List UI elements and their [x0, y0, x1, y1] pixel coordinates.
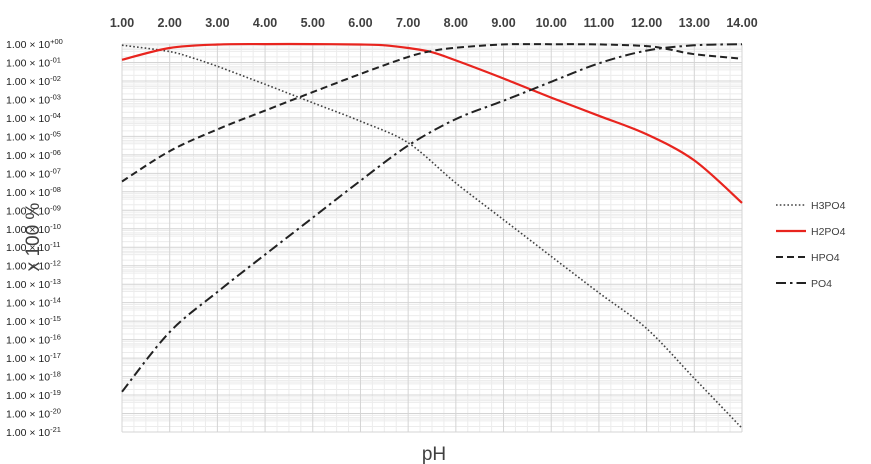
x-tick-label: 6.00 — [348, 16, 372, 30]
series-line-h3po4 — [121, 44, 743, 429]
x-tick-label: 10.00 — [536, 16, 567, 30]
series-line-po4 — [121, 43, 743, 393]
x-tick-label: 5.00 — [301, 16, 325, 30]
y-tick-label: 1.00 × 10-08 — [6, 185, 61, 199]
y-tick-label: 1.00 × 10-20 — [6, 407, 61, 421]
major-grid — [121, 43, 743, 433]
legend-label-h3po4: H3PO4 — [811, 200, 846, 212]
x-tick-label: 3.00 — [205, 16, 229, 30]
x-tick-label: 11.00 — [584, 16, 615, 30]
x-tick-label: 14.00 — [726, 16, 757, 30]
y-tick-labels: 1.00 × 10+00 1.00 × 10-01 1.00 × 10-02 1.00… — [6, 37, 63, 439]
y-tick-label: 1.00 × 10-11 — [6, 240, 60, 254]
y-tick-label: 1.00 × 10-18 — [6, 370, 61, 384]
x-tick-label: 7.00 — [396, 16, 420, 30]
y-tick-label: 1.00 × 10-13 — [6, 277, 61, 291]
x-tick-label: 12.00 — [631, 16, 662, 30]
x-tick-labels: 1.00 2.00 3.00 4.00 5.00 6.00 7.00 8.00 9.00 10.0… — [110, 16, 758, 30]
y-tick-label: 1.00 × 10-01 — [6, 55, 61, 69]
x-tick-label: 13.00 — [679, 16, 710, 30]
y-tick-label: 1.00 × 10-06 — [6, 148, 61, 162]
y-tick-label: 1.00 × 10-02 — [6, 74, 61, 88]
y-tick-label: 1.00 × 10-17 — [6, 351, 61, 365]
legend-label-po4: PO4 — [811, 278, 832, 290]
x-tick-label: 2.00 — [158, 16, 182, 30]
y-tick-label: 1.00 × 10-10 — [6, 222, 61, 236]
y-tick-label: 1.00 × 10-16 — [6, 333, 61, 347]
y-tick-label: 1.00 × 10-21 — [6, 425, 61, 439]
minor-grid — [122, 44, 742, 432]
legend-label-h2po4: H2PO4 — [811, 226, 846, 238]
y-tick-label: 1.00 × 10-04 — [6, 111, 61, 125]
x-tick-label: 8.00 — [444, 16, 468, 30]
y-tick-label: 1.00 × 10-07 — [6, 166, 61, 180]
y-tick-label: 1.00 × 10-09 — [6, 203, 61, 217]
legend: H3PO4 H2PO4 HPO4 PO4 — [776, 200, 846, 290]
x-tick-label: 1.00 — [110, 16, 134, 30]
y-tick-label: 1.00 × 10-19 — [6, 388, 61, 402]
y-tick-label: 1.00 × 10-03 — [6, 92, 61, 106]
y-tick-label: 1.00 × 10-15 — [6, 314, 61, 328]
y-tick-label: 1.00 × 10+00 — [6, 37, 63, 51]
x-axis-title: pH — [422, 444, 446, 464]
x-tick-label: 9.00 — [491, 16, 515, 30]
y-axis-title: x 100 % — [23, 203, 44, 272]
x-tick-label: 4.00 — [253, 16, 277, 30]
y-tick-label: 1.00 × 10-05 — [6, 129, 61, 143]
y-tick-label: 1.00 × 10-14 — [6, 296, 61, 310]
legend-label-hpo4: HPO4 — [811, 252, 840, 264]
y-tick-label: 1.00 × 10-12 — [6, 259, 61, 273]
series-layer — [121, 42, 743, 429]
series-line-h2po4 — [121, 42, 743, 204]
